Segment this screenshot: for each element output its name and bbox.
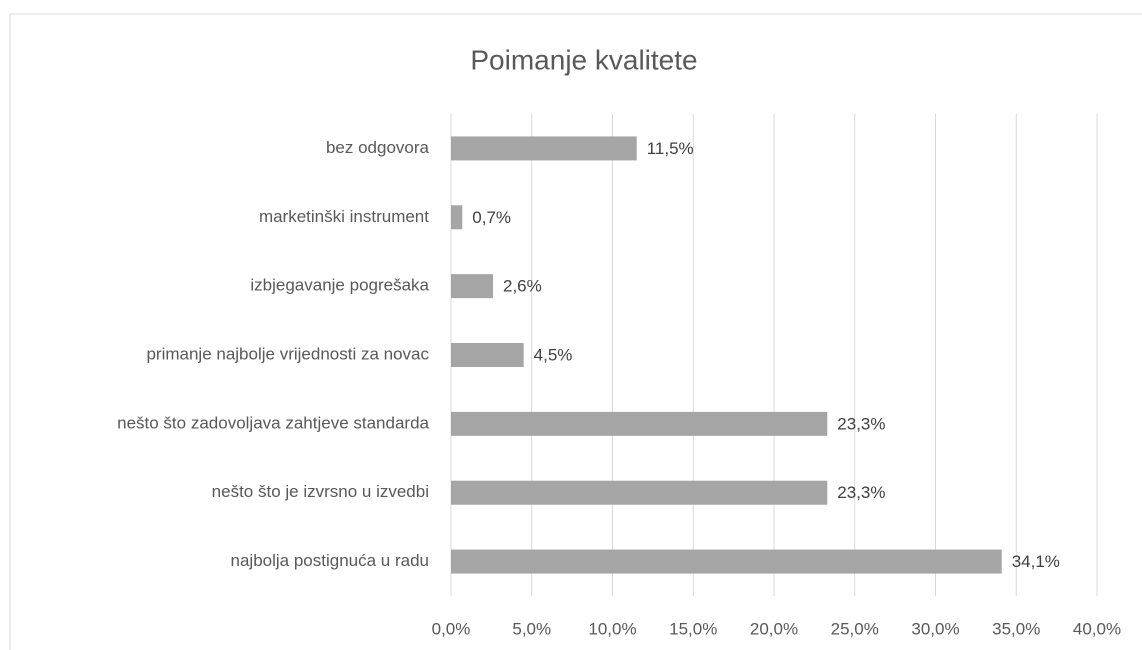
- x-tick-label: 20,0%: [750, 619, 798, 638]
- bar: [451, 343, 524, 367]
- bar: [451, 480, 828, 505]
- x-tick-label: 0,0%: [432, 619, 471, 638]
- value-label: 23,3%: [837, 414, 885, 433]
- chart-title: Poimanje kvalitete: [470, 44, 697, 75]
- bar: [451, 136, 637, 161]
- x-tick-label: 5,0%: [512, 619, 551, 638]
- y-tick-label: primanje najbolje vrijednosti za novac: [146, 344, 429, 363]
- value-label: 4,5%: [534, 345, 573, 364]
- value-label: 0,7%: [472, 208, 511, 227]
- x-tick-label: 40,0%: [1073, 619, 1121, 638]
- value-label: 2,6%: [503, 277, 542, 296]
- x-tick-label: 15,0%: [669, 619, 717, 638]
- bar: [451, 411, 828, 436]
- x-tick-label: 30,0%: [911, 619, 959, 638]
- chart-border: [9, 13, 1142, 650]
- bar: [451, 549, 1002, 574]
- x-tick-label: 35,0%: [992, 619, 1040, 638]
- bar: [451, 274, 493, 299]
- value-label: 34,1%: [1012, 552, 1060, 571]
- y-tick-label: izbjegavanje pogrešaka: [250, 276, 429, 295]
- y-tick-label: bez odgovora: [326, 138, 430, 157]
- bar: [451, 205, 463, 230]
- value-label: 11,5%: [647, 139, 694, 158]
- y-tick-label: nešto što je izvrsno u izvedbi: [212, 482, 429, 501]
- value-label: 23,3%: [837, 483, 885, 502]
- y-tick-label: najbolja postignuća u radu: [231, 551, 429, 570]
- y-tick-label: marketinški instrument: [259, 207, 429, 226]
- x-tick-label: 25,0%: [831, 619, 879, 638]
- y-tick-label: nešto što zadovoljava zahtjeve standarda: [117, 413, 429, 432]
- x-tick-label: 10,0%: [588, 619, 636, 638]
